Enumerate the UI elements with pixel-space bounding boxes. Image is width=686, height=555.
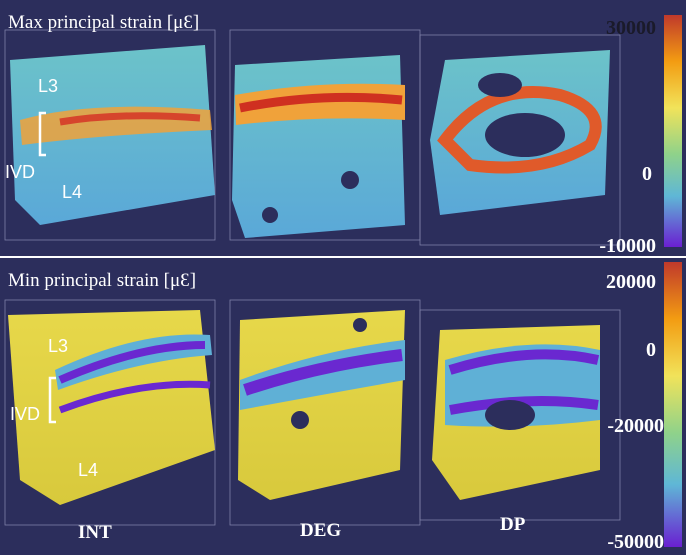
region-label: IVD — [10, 404, 40, 424]
colorbar-max — [664, 15, 682, 247]
column-label: INT — [78, 522, 112, 543]
colorbar-tick-label: 20000 — [606, 271, 656, 293]
panel-title: Min principal strain [μƐ] — [8, 270, 196, 291]
region-label: L4 — [62, 182, 82, 202]
colorbar-tick-label: -10000 — [599, 235, 656, 257]
colorbar-tick-label: -50000 — [607, 531, 664, 553]
region-label: IVD — [5, 162, 35, 182]
figure: Max principal strain [μƐ] Min principal … — [0, 0, 686, 555]
column-label: DEG — [300, 520, 341, 541]
region-label: L3 — [48, 336, 68, 356]
colorbar-min — [664, 262, 682, 547]
region-label: L4 — [78, 460, 98, 480]
column-label: DP — [500, 514, 526, 535]
colorbar-tick-label: -20000 — [607, 415, 664, 437]
region-label: L3 — [38, 76, 58, 96]
colorbar-tick-label: 0 — [642, 163, 652, 185]
colorbar-tick-label: 0 — [646, 339, 656, 361]
colorbar-tick-label: 30000 — [606, 17, 656, 39]
panel-title: Max principal strain [μƐ] — [8, 12, 199, 33]
